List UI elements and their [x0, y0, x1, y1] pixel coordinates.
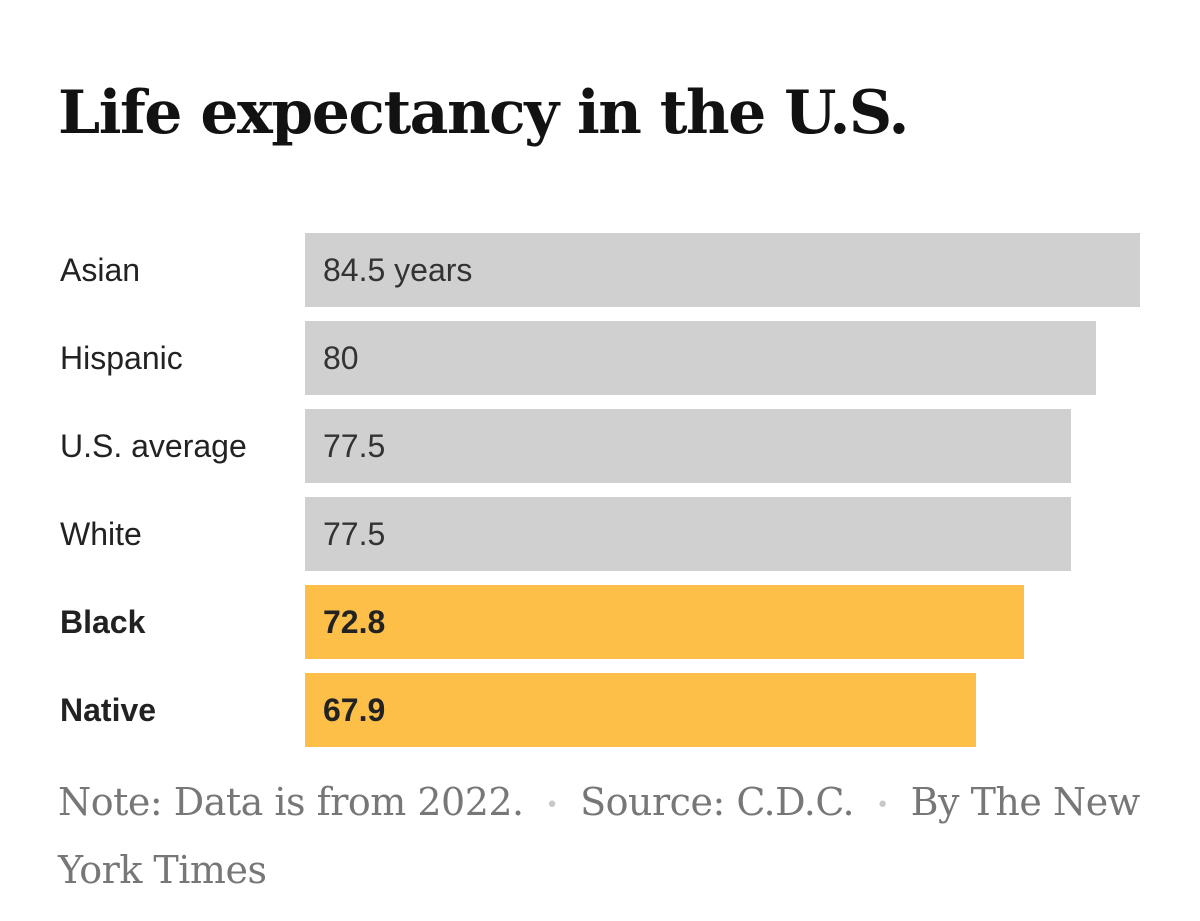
bar-u-s-average: 77.5: [305, 409, 1071, 483]
value-label-black: 72.8: [323, 604, 386, 640]
separator-dot: •: [876, 792, 889, 818]
value-label-asian: 84.5 years: [323, 252, 473, 288]
category-label-white: White: [60, 516, 142, 552]
separator-dot: •: [545, 792, 559, 818]
value-label-white: 77.5: [323, 516, 386, 552]
chart-footer: Note: Data is from 2022. • Source: C.D.C. •…: [58, 770, 1158, 902]
value-label-native: 67.9: [323, 692, 386, 728]
footer-note: Note: Data is from 2022.: [58, 780, 524, 824]
bar-hispanic: 80: [305, 321, 1096, 395]
category-label-asian: Asian: [60, 252, 141, 288]
footer-byline: By The New York Times: [58, 780, 1140, 892]
value-label-hispanic: 80: [323, 340, 359, 376]
footer-source: Source: C.D.C.: [580, 780, 855, 824]
bar-native: 67.9: [305, 673, 976, 747]
category-label-u-s-average: U.S. average: [60, 428, 247, 464]
category-label-black: Black: [60, 604, 146, 640]
bar-asian: 84.5 years: [305, 233, 1140, 307]
value-label-u-s-average: 77.5: [323, 428, 386, 464]
category-label-native: Native: [60, 692, 157, 728]
chart-title: Life expectancy in the U.S.: [58, 78, 909, 148]
bar-black: 72.8: [305, 585, 1024, 659]
category-label-hispanic: Hispanic: [60, 340, 183, 376]
bar-white: 77.5: [305, 497, 1071, 571]
